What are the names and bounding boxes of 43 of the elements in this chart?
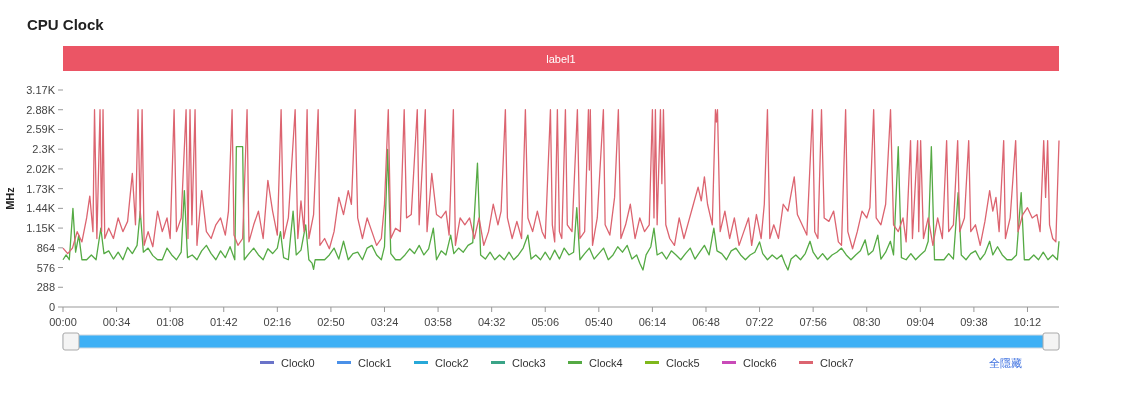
text: label1 — [546, 53, 576, 65]
y-tick-label: 1.44K — [26, 202, 56, 215]
x-tick-label: 00:34 — [102, 316, 131, 328]
x-tick-label: 06:14 — [638, 316, 667, 328]
x-tick-label: 02:16 — [263, 316, 292, 328]
x-tick-label: 07:22 — [745, 316, 774, 328]
x-tick-label: 00:00 — [49, 316, 77, 328]
legend-label: Clock6 — [743, 357, 777, 369]
x-tick-label: 01:08 — [156, 316, 184, 328]
x-tick-label: 01:42 — [209, 316, 238, 328]
y-tick-label: 2.3K — [32, 143, 56, 156]
legend-label: Clock5 — [666, 357, 700, 369]
x-tick-label: 04:32 — [477, 316, 506, 328]
legend-label: Clock2 — [435, 357, 469, 369]
x-tick-label: 05:40 — [585, 316, 613, 328]
y-tick-label: 0 — [48, 301, 55, 313]
x-tick-label: 03:24 — [370, 316, 399, 328]
x-tick-label: 09:04 — [906, 316, 935, 328]
y-tick-label: 1.73K — [26, 182, 56, 195]
x-tick-label: 09:38 — [960, 316, 988, 328]
legend-label: Clock1 — [358, 357, 392, 369]
legend-label: Clock7 — [820, 357, 854, 369]
y-tick-label: 864 — [36, 241, 55, 254]
chart-title: CPU Clock — [27, 16, 105, 33]
legend-label: Clock3 — [512, 357, 546, 369]
x-tick-label: 10:12 — [1013, 316, 1042, 328]
legend-label: Clock0 — [281, 357, 315, 369]
x-tick-label: 06:48 — [692, 316, 720, 328]
x-tick-label: 07:56 — [799, 316, 827, 328]
y-axis-title: MHz — [4, 186, 16, 210]
y-tick-label: 576 — [36, 261, 55, 274]
y-tick-label: 288 — [36, 281, 55, 294]
y-tick-label: 1.15K — [26, 222, 56, 235]
x-tick-label: 08:30 — [852, 316, 881, 328]
y-tick-label: 2.88K — [26, 103, 56, 116]
text: 全隱藏 — [988, 357, 1022, 369]
x-tick-label: 05:06 — [531, 316, 560, 328]
y-tick-label: 3.17K — [26, 84, 56, 96]
x-tick-label: 03:58 — [424, 316, 452, 328]
y-tick-label: 2.59K — [26, 123, 56, 136]
legend-label: Clock4 — [589, 357, 623, 369]
x-tick-label: 02:50 — [317, 316, 345, 328]
y-tick-label: 2.02K — [26, 162, 56, 175]
